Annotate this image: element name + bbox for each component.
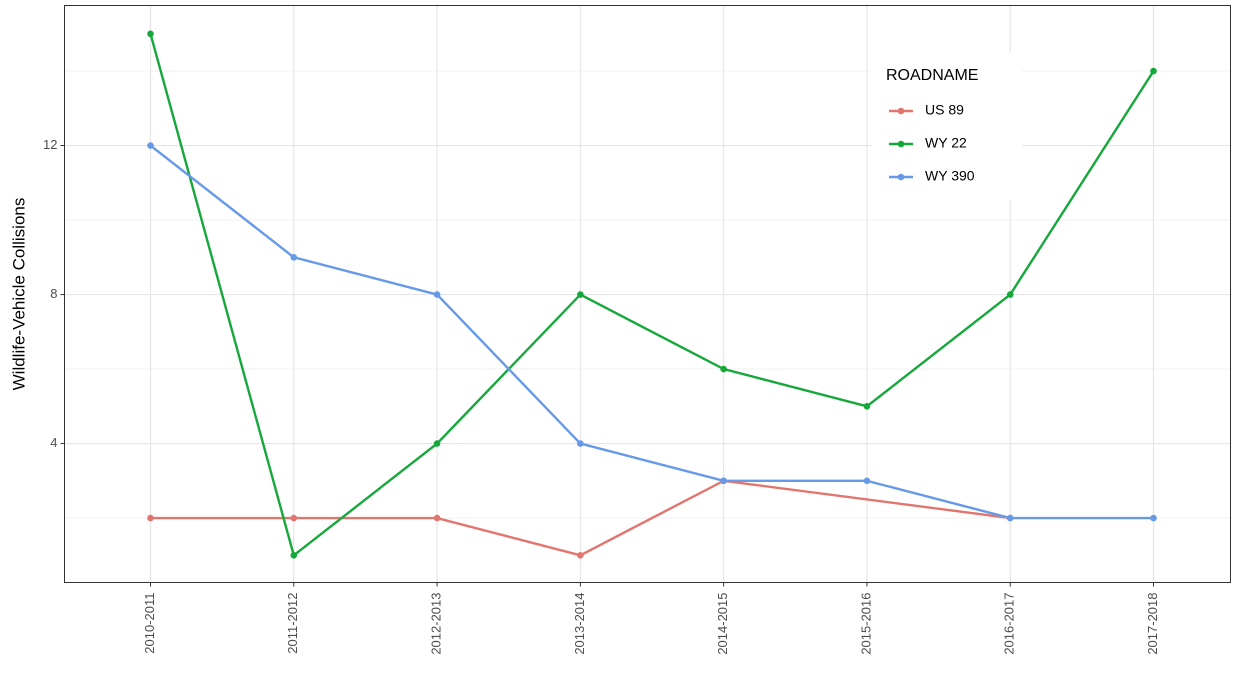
series-point <box>1006 291 1014 298</box>
legend: ROADNAME US 89 WY 22 WY 390 <box>872 52 1022 200</box>
legend-title: ROADNAME <box>886 67 978 84</box>
series-point <box>1006 514 1014 522</box>
legend-label: US 89 <box>925 102 964 118</box>
x-tick-label: 2010-2011 <box>142 593 157 654</box>
series-point <box>577 440 584 447</box>
legend-label: WY 22 <box>925 135 967 151</box>
y-tick-label: 4 <box>50 435 57 450</box>
series-point <box>863 477 871 485</box>
legend-key-point <box>897 107 905 115</box>
y-tick-label: 8 <box>50 286 57 301</box>
series-point <box>147 514 154 522</box>
series-point <box>720 477 727 485</box>
legend-key-point <box>897 173 905 181</box>
legend-box <box>872 52 1022 200</box>
series-point <box>147 30 154 38</box>
x-tick-label: 2016-2017 <box>1002 593 1017 655</box>
series-line <box>149 144 1154 520</box>
x-tick-label: 2011-2012 <box>285 593 300 654</box>
series-point <box>147 142 154 149</box>
series-point <box>290 514 298 522</box>
series-point <box>720 365 727 373</box>
series-point <box>863 403 871 410</box>
series-line <box>150 479 1011 557</box>
x-tick-label: 2013-2014 <box>572 593 587 655</box>
legend-key-point <box>897 140 905 148</box>
series-point <box>433 291 441 298</box>
series-line <box>149 33 1155 558</box>
legend-label: WY 390 <box>925 168 975 184</box>
series-point <box>577 291 584 298</box>
y-tick-label: 12 <box>43 137 57 152</box>
x-tick-label: 2015-2016 <box>858 593 873 655</box>
series-point <box>577 552 584 559</box>
series-point <box>1150 514 1157 522</box>
y-axis-label: Wildlife-Vehicle Collisions <box>9 198 28 391</box>
panel-border <box>64 5 1231 583</box>
series-point <box>433 514 441 522</box>
series-point <box>290 552 298 559</box>
series-point <box>290 254 298 261</box>
x-tick-label: 2017-2018 <box>1145 593 1160 655</box>
lines <box>147 30 1157 559</box>
x-tick-label: 2014-2015 <box>715 593 730 655</box>
series-point <box>433 440 441 447</box>
series-point <box>1150 67 1157 75</box>
x-tick-label: 2012-2013 <box>429 593 444 655</box>
